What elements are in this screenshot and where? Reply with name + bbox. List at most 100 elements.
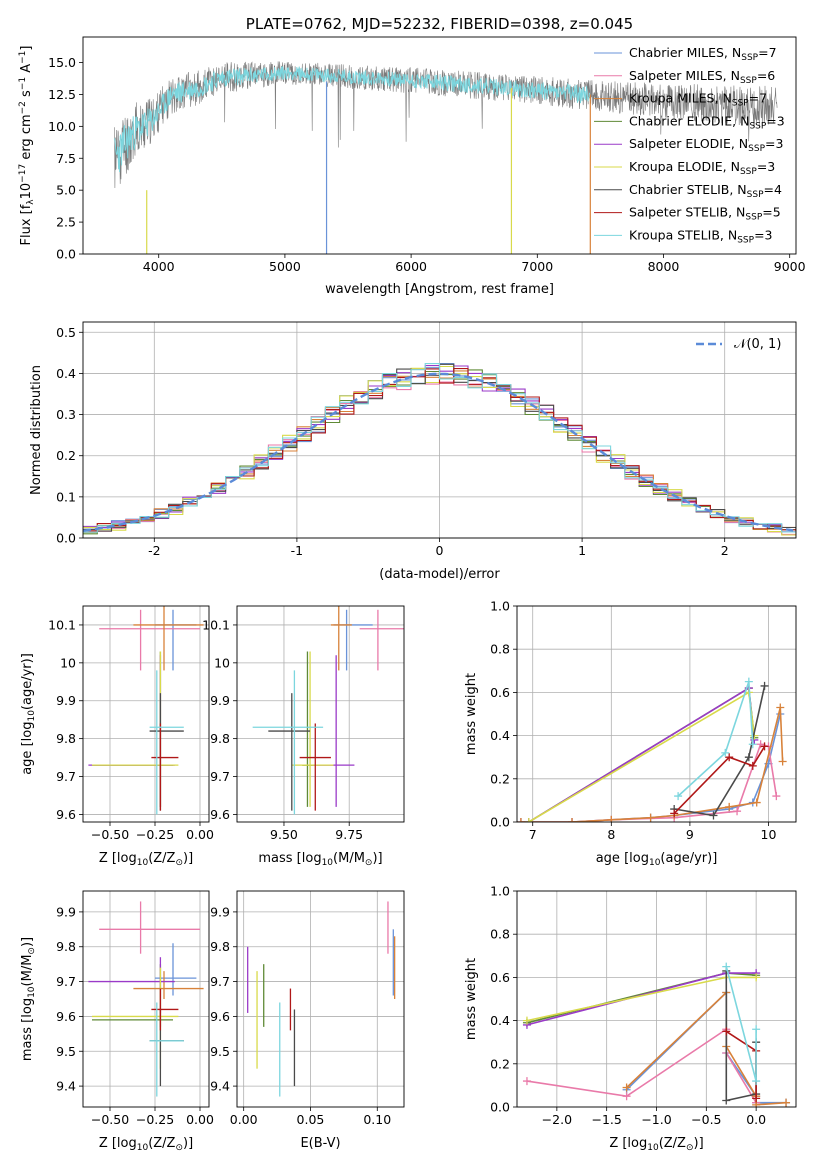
- x-axis-label: Z [log10(Z/Z⊙)]: [609, 1136, 703, 1153]
- errorbar-point: [149, 1002, 184, 1097]
- x-tick-label: −0.25: [136, 1112, 174, 1127]
- y-axis-label: Flux [fλ10−17 erg cm−2 s−1 A−1]: [18, 46, 36, 246]
- weight-marker: [722, 1096, 731, 1105]
- weight-marker: [622, 1092, 631, 1101]
- weight-series: [517, 740, 781, 822]
- errorbar-point: [133, 971, 204, 999]
- x-tick-label: −0.25: [136, 827, 174, 842]
- y-tick-label: 9.9: [56, 904, 76, 919]
- legend-label: Kroupa MILES, NSSP=7: [629, 91, 767, 109]
- x-axis-label-part: 10: [322, 858, 334, 868]
- weight-series: [674, 677, 757, 801]
- y-tick-label: 0.6: [490, 970, 510, 985]
- weight-line: [677, 681, 754, 797]
- x-tick-label: −0.5: [691, 1112, 721, 1127]
- x-axis-label: (data-model)/error: [379, 567, 500, 582]
- errorbar-point: [149, 670, 184, 815]
- y-tick-label: 0.0: [490, 815, 510, 830]
- x-tick-label: 8: [607, 827, 615, 842]
- legend-label-main: Salpeter ELODIE, N: [629, 136, 748, 151]
- plot-area: [88, 901, 204, 1097]
- x-axis-label-part: 10: [647, 1143, 659, 1153]
- errorbar-point: [99, 609, 200, 671]
- weight-marker: [670, 809, 679, 818]
- x-axis-label-part: 10: [137, 858, 149, 868]
- plot-area: [88, 606, 204, 815]
- legend-label: Chabrier STELIB, NSSP=4: [629, 182, 782, 200]
- x-axis-label-part: )]: [183, 1136, 193, 1151]
- legend-label-eq: =7: [758, 45, 776, 60]
- legend-label-main: Kroupa STELIB, N: [629, 227, 737, 242]
- x-tick-label: -2: [148, 543, 160, 558]
- legend-label-eq: =4: [764, 182, 782, 197]
- y-axis-label-part: 10: [27, 710, 37, 722]
- y-axis-label-part: ]: [19, 46, 34, 51]
- y-axis-label-part: mass [log: [20, 998, 35, 1061]
- errorbar-point: [252, 670, 324, 815]
- weight-marker: [517, 818, 525, 822]
- y-tick-label: 9.9: [56, 693, 76, 708]
- x-tick-label: −0.50: [91, 1112, 129, 1127]
- axes-frame: [236, 605, 405, 823]
- y-axis-label-part: age [log: [20, 722, 35, 775]
- x-tick-label: 1: [578, 543, 586, 558]
- x-axis-label-part: 10: [649, 858, 661, 868]
- y-tick-label: 0.6: [490, 685, 510, 700]
- legend-label-sub: SSP: [748, 144, 765, 154]
- weight-marker: [522, 1077, 531, 1086]
- x-tick-label: 9: [686, 827, 694, 842]
- weight-series: [722, 1027, 761, 1103]
- weight-marker: [776, 703, 785, 712]
- x-axis-label-part: ⊙: [686, 1143, 694, 1153]
- y-axis-label-part: −1: [18, 51, 28, 64]
- legend-label-sub: SSP: [732, 99, 749, 109]
- y-tick-label: 9.6: [210, 807, 230, 822]
- legend-label-eq: =3: [754, 227, 772, 242]
- legend-label-eq: =7: [749, 91, 767, 106]
- legend-label-sub: SSP: [740, 167, 757, 177]
- legend-label-main: Salpeter MILES, N: [629, 68, 740, 83]
- legend: 𝒩(0, 1): [696, 337, 781, 352]
- errorbar-point: [302, 651, 313, 807]
- axes-frame: [516, 890, 797, 1108]
- plot-area: [83, 362, 796, 537]
- y-axis-label-part: (M/M: [20, 955, 35, 987]
- y-axis-label-part: )]: [20, 937, 35, 947]
- errorbar-point: [151, 988, 179, 1031]
- y-axis-label: mass [log10(M/M⊙)]: [20, 937, 37, 1061]
- x-tick-label: 9000: [774, 259, 806, 274]
- plot-area: [114, 61, 778, 254]
- y-tick-label: 2.5: [56, 215, 76, 230]
- weight-marker: [568, 818, 577, 822]
- weight-marker: [752, 1025, 761, 1034]
- y-tick-label: 0.5: [56, 325, 76, 340]
- y-tick-label: 10.1: [48, 617, 76, 632]
- weight-marker: [752, 1077, 761, 1086]
- x-axis-label-part: )]: [183, 851, 193, 866]
- x-tick-label: 0.00: [186, 827, 214, 842]
- y-axis-label-part: λ: [26, 199, 36, 205]
- weight-marker: [752, 973, 761, 982]
- y-tick-label: 7.5: [56, 151, 76, 166]
- y-tick-label: 12.5: [48, 87, 76, 102]
- y-axis-label-part: (age/yr)]: [20, 653, 35, 710]
- x-axis-label: E(B-V): [300, 1136, 340, 1151]
- y-tick-label: 9.9: [210, 693, 230, 708]
- x-tick-label: 8000: [648, 259, 680, 274]
- x-tick-label: 4000: [143, 259, 175, 274]
- legend-label-sub: SSP: [741, 53, 758, 63]
- x-tick-label: 2: [721, 543, 729, 558]
- y-tick-label: 0.2: [56, 448, 76, 463]
- x-axis-label-part: Z [log: [99, 851, 137, 866]
- y-tick-label: 10.1: [202, 617, 230, 632]
- weight-marker: [760, 681, 769, 690]
- x-axis-label: age [log10(age/yr)]: [596, 851, 718, 868]
- y-tick-label: 9.6: [56, 807, 76, 822]
- legend-label-main: Chabrier STELIB, N: [629, 182, 747, 197]
- y-tick-label: 5.0: [56, 183, 76, 198]
- y-tick-label: 10: [214, 655, 230, 670]
- x-tick-label: 7000: [521, 259, 553, 274]
- legend-label-sub: SSP: [737, 235, 754, 245]
- histogram-step: [83, 369, 796, 535]
